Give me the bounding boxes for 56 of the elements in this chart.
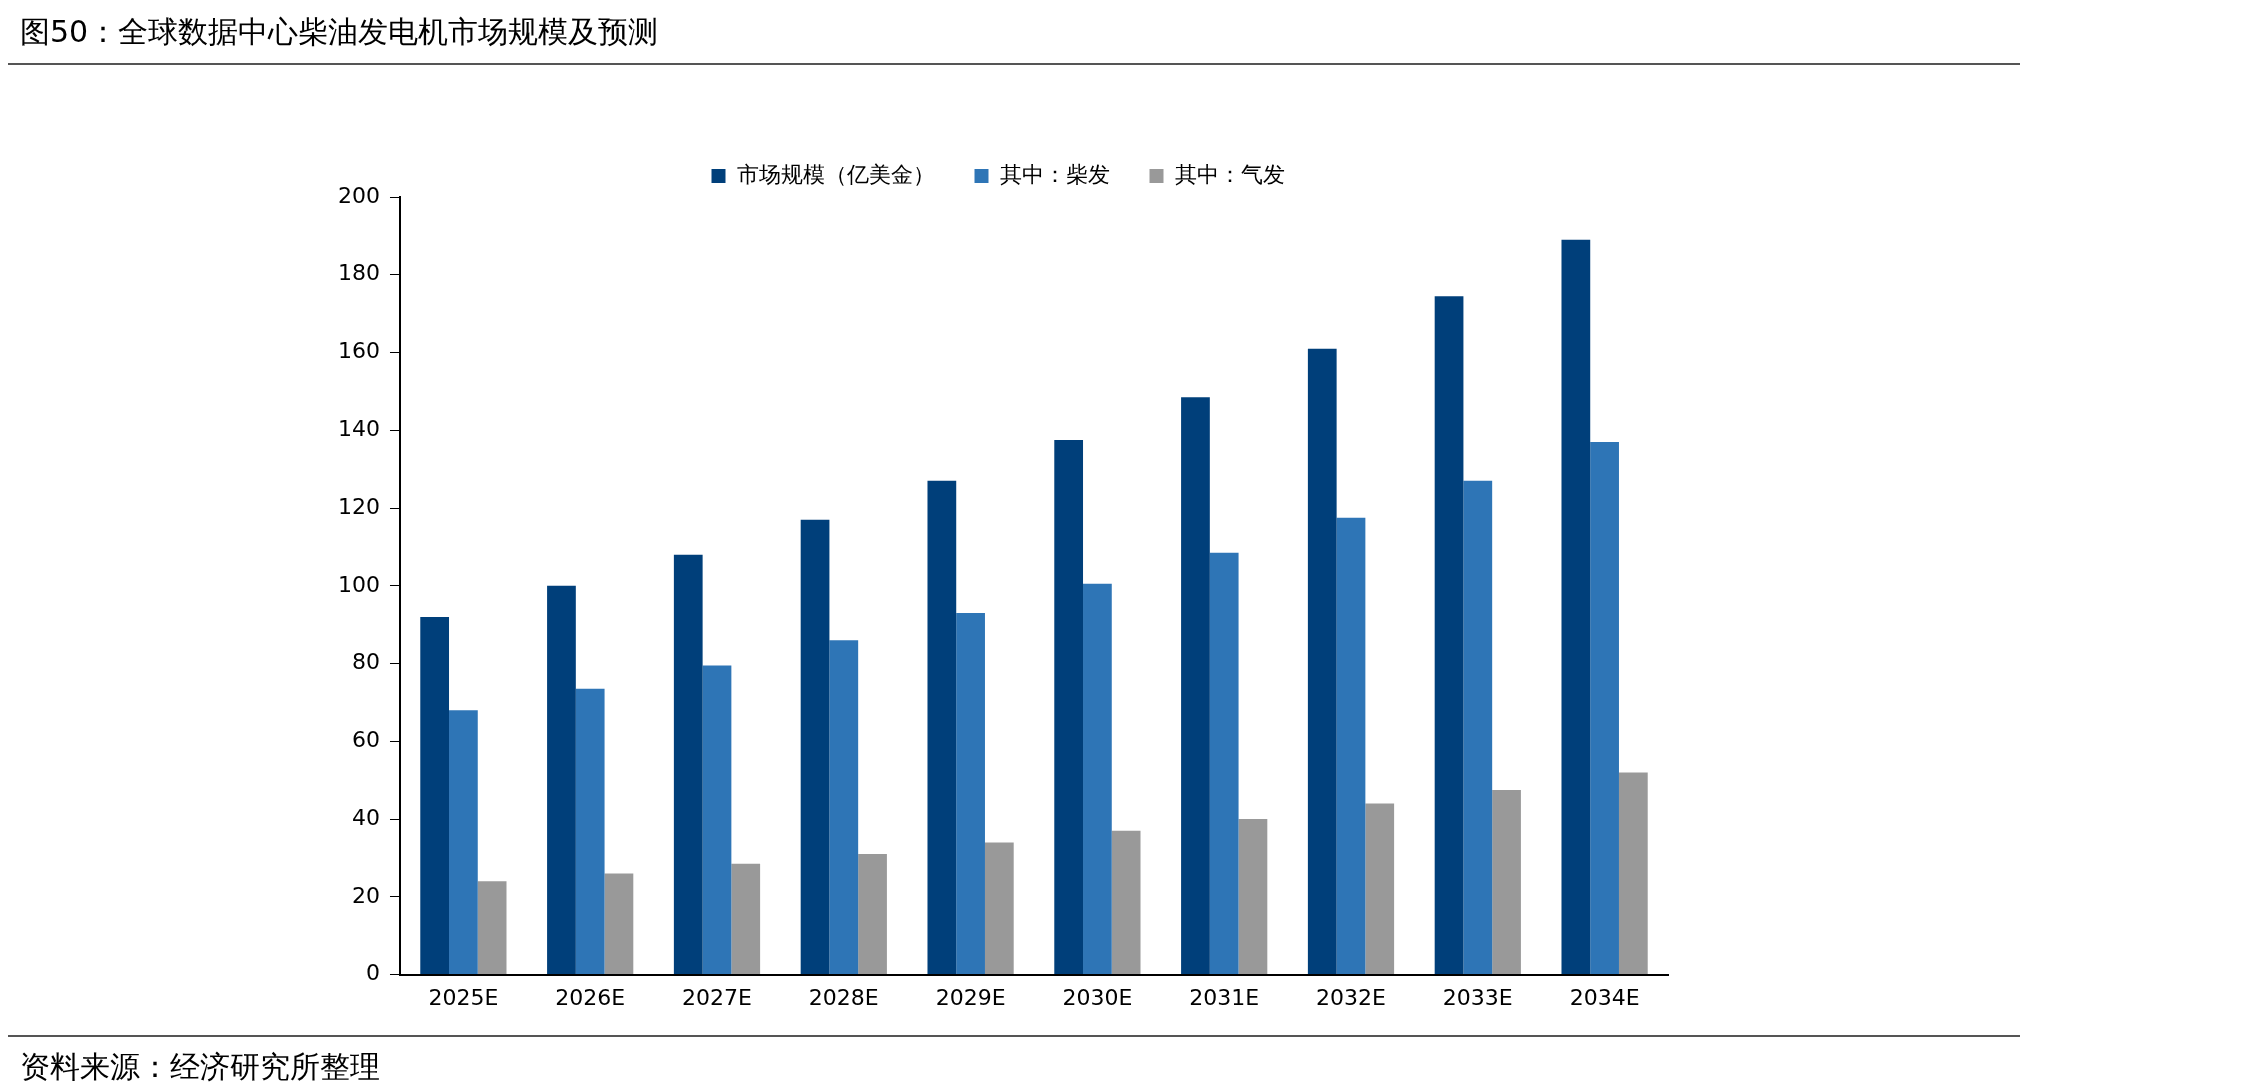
x-tick-label: 2029E [935,984,1006,1010]
x-tick-label: 2027E [682,984,752,1010]
y-tick-label: 60 [351,727,380,753]
text: 资料来源：经济研究所整理 [20,1048,381,1086]
y-tick-label: 80 [351,649,380,675]
bar [1336,517,1366,975]
bar [956,613,985,975]
bar [673,554,703,975]
bar [800,519,830,975]
bar [1492,789,1521,975]
bar [829,640,859,975]
bar [449,710,478,975]
bar [420,616,450,975]
x-tick-label: 2030E [1062,984,1133,1010]
bar [1365,803,1395,975]
bar [1307,348,1337,975]
bar [1181,397,1210,975]
bar [477,881,507,975]
bar [1111,830,1141,975]
x-tick-label: 2032E [1316,984,1386,1010]
bar [1618,772,1648,975]
bar [1209,552,1239,975]
legend-label: 市场规模（亿美金） [736,161,935,187]
bar [1561,239,1591,975]
bar [547,585,576,975]
x-tick-label: 2026E [555,984,626,1010]
bar [858,854,887,975]
y-tick-label: 200 [337,182,380,208]
legend-label: 其中：柴发 [999,161,1110,187]
x-tick-label: 2025E [428,984,499,1010]
bar [1434,296,1464,975]
y-tick-label: 120 [337,493,380,519]
bar [1054,440,1084,975]
x-tick-label: 2031E [1189,984,1260,1010]
x-tick-label: 2034E [1569,984,1640,1010]
bar [1238,819,1268,975]
y-tick-label: 40 [351,804,380,830]
y-tick-label: 180 [337,260,380,286]
y-tick-label: 0 [365,960,380,986]
legend-label: 其中：气发 [1174,161,1285,187]
bar [604,873,634,975]
bar [927,480,957,975]
y-tick-label: 160 [337,338,380,364]
bar [1590,441,1619,975]
bar [702,665,732,975]
chart-title: 图50：全球数据中心柴油发电机市场规模及预测 [8,8,2020,65]
bar [1083,583,1112,975]
y-tick-label: 100 [337,571,380,597]
bar [731,863,761,975]
x-tick-label: 2033E [1442,984,1513,1010]
bar [1463,480,1493,975]
x-tick-label: 2028E [808,984,879,1010]
y-tick-label: 20 [351,882,380,908]
y-tick-label: 140 [337,416,380,441]
bar [575,688,605,975]
bar [984,842,1014,975]
